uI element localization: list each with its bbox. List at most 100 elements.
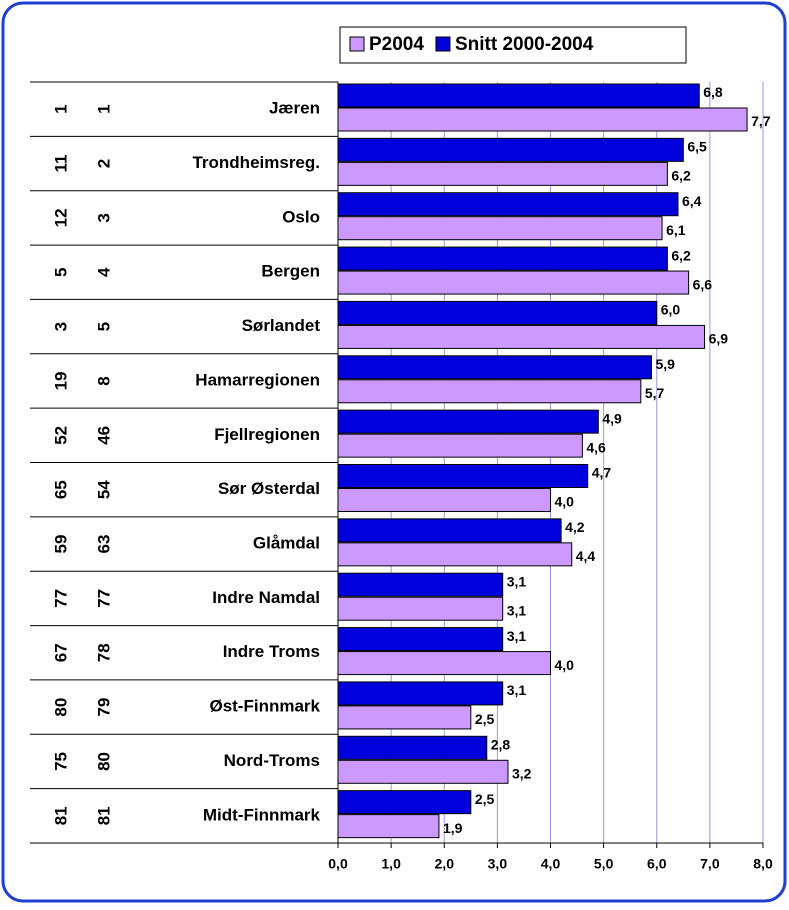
- legend-box: [339, 26, 687, 64]
- value-label: 4,0: [555, 657, 575, 673]
- category-label: Oslo: [282, 207, 320, 226]
- rank-label: 77: [94, 589, 113, 608]
- value-label: 7,7: [751, 113, 771, 129]
- rank-label: 11: [51, 155, 70, 173]
- legend-label: Snitt 2000-2004: [455, 34, 594, 55]
- category-label: Nord-Troms: [224, 751, 320, 770]
- legend-label: P2004: [369, 34, 424, 55]
- x-tick-label: 0,0: [328, 856, 348, 872]
- bar: [337, 137, 684, 162]
- x-tick-label: 2,0: [435, 856, 455, 872]
- bar: [337, 246, 668, 271]
- bar: [337, 379, 642, 404]
- bar: [337, 759, 509, 784]
- rank-label: 5: [51, 268, 70, 277]
- value-label: 3,1: [507, 602, 527, 618]
- value-label: 4,0: [555, 494, 575, 510]
- value-label: 2,8: [491, 736, 511, 752]
- value-label: 6,2: [671, 168, 691, 184]
- value-label: 6,6: [693, 276, 713, 292]
- bar: [337, 651, 551, 676]
- bar: [337, 518, 562, 543]
- value-label: 3,1: [507, 628, 527, 644]
- value-label: 6,2: [671, 247, 691, 263]
- bar: [337, 433, 583, 458]
- bar: [337, 681, 504, 706]
- rank-label: 2: [94, 159, 113, 168]
- value-label: 4,6: [586, 439, 606, 455]
- bar: [337, 192, 679, 217]
- category-label: Bergen: [261, 262, 320, 281]
- bar: [337, 542, 573, 567]
- category-label: Indre Troms: [223, 642, 320, 661]
- rank-label: 79: [94, 698, 113, 717]
- rank-label: 4: [94, 267, 113, 277]
- rank-label: 77: [51, 589, 70, 608]
- rank-label: 46: [94, 426, 113, 445]
- bar: [337, 107, 748, 132]
- rank-label: 3: [51, 322, 70, 331]
- value-label: 4,4: [576, 548, 596, 564]
- category-label: Øst-Finnmark: [209, 697, 320, 716]
- rank-label: 63: [94, 535, 113, 554]
- rank-label: 5: [94, 322, 113, 331]
- x-tick-label: 1,0: [381, 856, 401, 872]
- value-label: 3,1: [507, 682, 527, 698]
- category-label: Jæren: [269, 99, 320, 118]
- bar: [337, 161, 668, 186]
- rank-label: 3: [94, 213, 113, 222]
- value-label: 6,9: [709, 331, 729, 347]
- rank-label: 52: [51, 426, 70, 445]
- bar: [337, 627, 504, 652]
- value-label: 4,2: [565, 519, 585, 535]
- bar: [337, 300, 658, 325]
- value-label: 6,5: [687, 139, 707, 155]
- bar: [337, 705, 472, 730]
- bar: [337, 83, 700, 108]
- category-label: Trondheimsreg.: [192, 153, 320, 172]
- bar: [337, 355, 652, 380]
- category-label: Hamarregionen: [195, 370, 320, 389]
- category-label: Midt-Finnmark: [203, 805, 321, 824]
- value-label: 4,9: [602, 410, 622, 426]
- rank-label: 75: [51, 752, 70, 771]
- value-label: 1,9: [443, 820, 463, 836]
- value-label: 2,5: [475, 711, 495, 727]
- value-label: 6,4: [682, 193, 702, 209]
- bar: [337, 464, 589, 488]
- category-label: Indre Namdal: [212, 588, 320, 607]
- bar: [337, 790, 472, 815]
- rank-label: 59: [51, 535, 70, 554]
- rank-label: 1: [94, 104, 113, 113]
- rank-label: 67: [51, 643, 70, 662]
- x-tick-label: 4,0: [541, 856, 561, 872]
- value-label: 3,1: [507, 573, 527, 589]
- category-label: Sør Østerdal: [218, 479, 320, 498]
- bar: [337, 409, 599, 434]
- x-tick-label: 8,0: [753, 856, 773, 872]
- rank-label: 78: [94, 643, 113, 662]
- value-label: 2,5: [475, 791, 495, 807]
- bar: [337, 814, 440, 839]
- bar: [337, 488, 551, 512]
- value-label: 4,7: [592, 465, 612, 481]
- x-tick-label: 5,0: [594, 856, 614, 872]
- legend-swatch: [435, 36, 451, 52]
- rank-label: 65: [51, 480, 70, 499]
- rank-label: 54: [94, 480, 113, 499]
- legend-swatch: [349, 36, 365, 52]
- bar: [337, 735, 488, 760]
- rank-label: 1: [51, 104, 70, 113]
- rank-label: 19: [51, 372, 70, 391]
- value-label: 6,1: [666, 222, 686, 238]
- value-label: 5,9: [655, 356, 675, 372]
- x-tick-label: 6,0: [647, 856, 667, 872]
- value-label: 6,0: [661, 302, 681, 318]
- value-label: 5,7: [645, 385, 665, 401]
- category-label: Fjellregionen: [214, 425, 320, 444]
- rank-label: 81: [94, 806, 113, 825]
- bar: [337, 216, 663, 241]
- rank-label: 81: [51, 806, 70, 825]
- value-label: 6,8: [703, 84, 723, 100]
- bar: [337, 324, 706, 349]
